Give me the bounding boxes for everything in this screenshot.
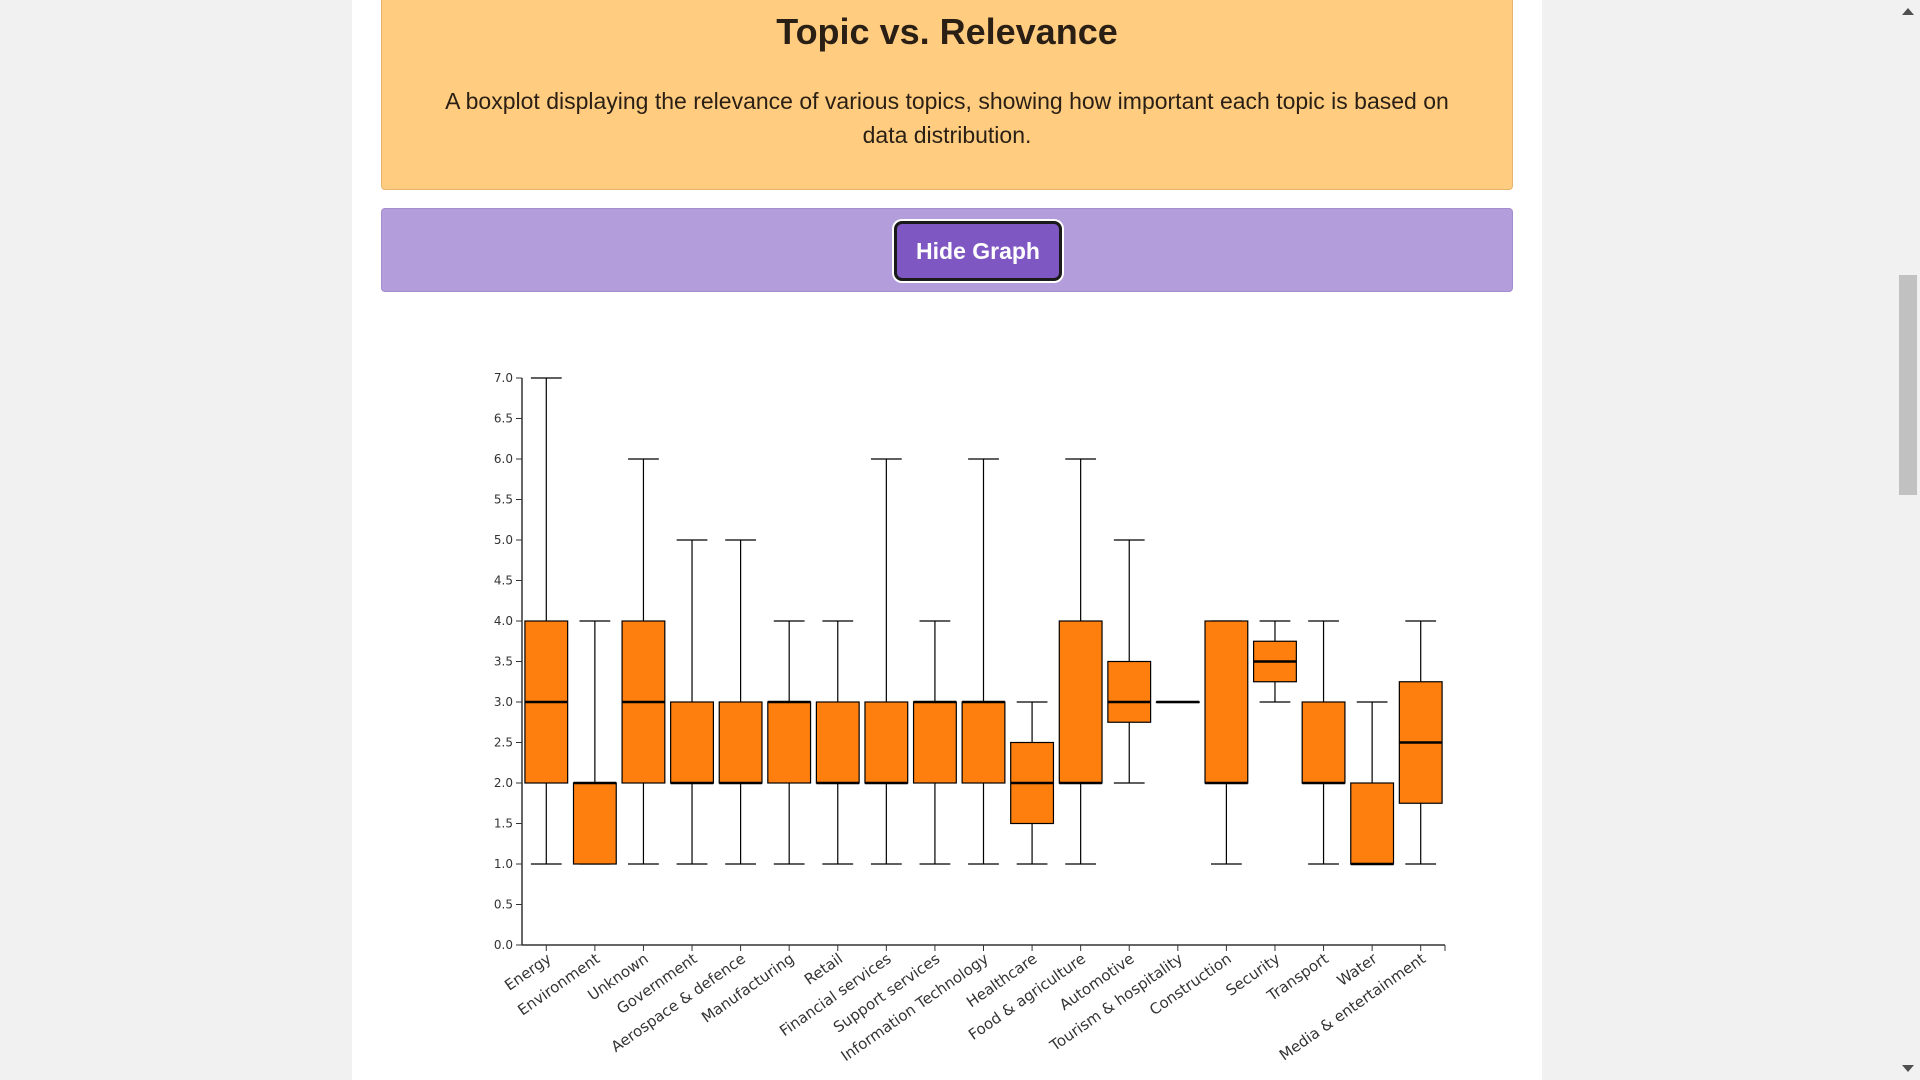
box [1301, 701, 1346, 784]
hide-graph-button[interactable]: Hide Graph [894, 221, 1062, 281]
y-tick-label: 3.5 [494, 655, 513, 669]
header-panel: Topic vs. Relevance A boxplot displaying… [381, 0, 1513, 190]
y-tick-label: 1.5 [494, 817, 513, 831]
y-tick-label: 6.0 [494, 452, 513, 466]
page-title: Topic vs. Relevance [776, 11, 1118, 52]
box [718, 701, 763, 784]
scroll-up-arrow-icon[interactable] [1902, 8, 1914, 15]
y-tick-label: 0.0 [494, 938, 513, 952]
page-card: Topic vs. Relevance A boxplot displaying… [352, 0, 1542, 1080]
box [1058, 620, 1103, 784]
page-subtitle: A boxplot displaying the relevance of va… [445, 88, 1449, 148]
box [912, 701, 957, 784]
toggle-toolbar: Hide Graph [381, 208, 1513, 292]
y-tick-label: 4.0 [494, 614, 513, 628]
vertical-scrollbar[interactable] [1896, 0, 1920, 1080]
scroll-thumb[interactable] [1899, 275, 1917, 495]
y-tick-label: 7.0 [494, 371, 513, 385]
y-tick-label: 4.5 [494, 574, 513, 588]
y-tick-label: 2.5 [494, 736, 513, 750]
y-tick-label: 3.0 [494, 695, 513, 709]
box [1204, 620, 1249, 784]
y-tick-label: 1.0 [494, 857, 513, 871]
box [815, 701, 860, 784]
box [1350, 782, 1395, 865]
y-tick-label: 6.5 [494, 412, 513, 426]
y-tick-label: 5.5 [494, 493, 513, 507]
box [864, 701, 909, 784]
box [767, 701, 812, 784]
y-tick-label: 5.0 [494, 533, 513, 547]
box [670, 701, 715, 784]
box [961, 701, 1006, 784]
y-tick-label: 2.0 [494, 776, 513, 790]
y-tick-label: 0.5 [494, 898, 513, 912]
box [1107, 660, 1152, 723]
box [572, 782, 617, 865]
scroll-down-arrow-icon[interactable] [1902, 1065, 1914, 1072]
